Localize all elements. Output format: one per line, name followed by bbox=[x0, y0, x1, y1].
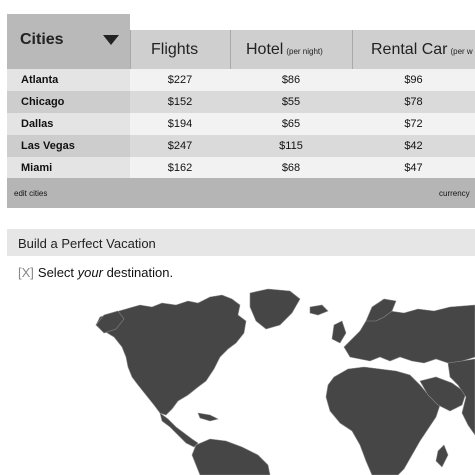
flights-price: $152 bbox=[167, 96, 193, 108]
table-row: Atlanta $227 $86 $96 bbox=[7, 69, 475, 91]
step-checkbox[interactable]: [X] bbox=[18, 265, 34, 280]
madagascar-region[interactable] bbox=[435, 444, 449, 468]
hotel-price: $55 bbox=[281, 96, 301, 108]
hotel-price: $68 bbox=[281, 162, 301, 174]
rental-car-price: $72 bbox=[404, 118, 423, 130]
table-row: Chicago $152 $55 $78 bbox=[7, 91, 475, 113]
price-table: Cities Flights Hotel (per night) Rental C… bbox=[7, 0, 475, 208]
hotel-header-note: (per night) bbox=[286, 47, 323, 56]
caret-down-icon bbox=[103, 35, 119, 45]
column-header-flights: Flights bbox=[130, 30, 230, 69]
flights-price: $227 bbox=[167, 74, 193, 86]
city-name: Dallas bbox=[7, 113, 130, 135]
step-text-after: destination. bbox=[102, 265, 174, 280]
flights-price: $247 bbox=[167, 140, 193, 152]
africa-region[interactable] bbox=[325, 366, 441, 475]
rental-car-price: $42 bbox=[404, 140, 423, 152]
city-name: Miami bbox=[7, 157, 130, 179]
rental-car-price: $96 bbox=[404, 74, 423, 86]
alaska-region[interactable] bbox=[95, 310, 125, 334]
column-header-rental-car: Rental Car (per w bbox=[352, 30, 475, 69]
world-map[interactable] bbox=[0, 285, 475, 475]
hotel-price: $115 bbox=[279, 140, 303, 152]
cities-dropdown[interactable]: Cities bbox=[7, 14, 130, 69]
column-header-hotel: Hotel (per night) bbox=[230, 30, 352, 69]
scandinavia-region[interactable] bbox=[365, 298, 397, 322]
uk-region[interactable] bbox=[331, 320, 347, 344]
table-row: Miami $162 $68 $47 bbox=[7, 157, 475, 179]
currency-link[interactable]: currency bbox=[439, 189, 470, 198]
flights-price: $162 bbox=[167, 162, 193, 174]
hotel-header-label: Hotel bbox=[246, 41, 284, 58]
rental-car-price: $47 bbox=[404, 162, 423, 174]
city-name: Chicago bbox=[7, 91, 130, 113]
destination-step: [X] Select your destination. bbox=[18, 265, 173, 280]
arabia-region[interactable] bbox=[419, 376, 467, 412]
flights-header-label: Flights bbox=[151, 41, 199, 58]
central-america-region[interactable] bbox=[159, 412, 199, 448]
caribbean-region[interactable] bbox=[197, 412, 219, 422]
edit-cities-link[interactable]: edit cities bbox=[14, 189, 48, 198]
step-text-emphasis: your bbox=[77, 265, 103, 280]
table-footer: edit cities currency bbox=[7, 178, 475, 208]
hotel-price: $86 bbox=[281, 74, 301, 86]
builder-header: Build a Perfect Vacation bbox=[7, 229, 475, 256]
greenland-region[interactable] bbox=[249, 288, 301, 330]
step-text-before: Select bbox=[37, 265, 78, 280]
rental-car-header-label: Rental Car bbox=[371, 41, 448, 58]
builder-title: Build a Perfect Vacation bbox=[18, 236, 156, 251]
city-name: Atlanta bbox=[7, 69, 130, 91]
iceland-region[interactable] bbox=[309, 304, 329, 316]
hotel-price: $65 bbox=[281, 118, 301, 130]
flights-price: $194 bbox=[167, 118, 193, 130]
rental-car-price: $78 bbox=[404, 96, 423, 108]
north-america-region[interactable] bbox=[95, 294, 247, 416]
table-row: Las Vegas $247 $115 $42 bbox=[7, 135, 475, 157]
south-america-region[interactable] bbox=[191, 438, 271, 475]
table-header: Cities Flights Hotel (per night) Rental C… bbox=[7, 0, 475, 69]
asia-region[interactable] bbox=[447, 358, 475, 436]
cities-label: Cities bbox=[20, 31, 64, 48]
europe-region[interactable] bbox=[343, 304, 475, 364]
table-row: Dallas $194 $65 $72 bbox=[7, 113, 475, 135]
rental-car-header-note: (per w bbox=[450, 47, 473, 56]
city-name: Las Vegas bbox=[7, 135, 130, 157]
table-body: Atlanta $227 $86 $96 Chicago $152 $55 $7… bbox=[7, 69, 475, 179]
